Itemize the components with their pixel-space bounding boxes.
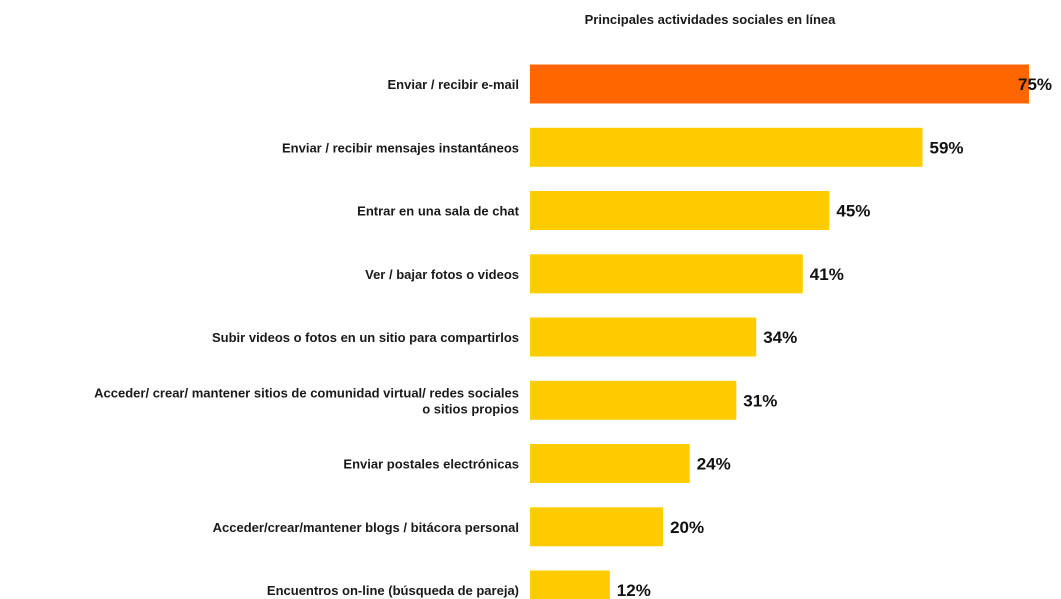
value-label-2: 59% — [930, 138, 964, 157]
chart-title: Principales actividades sociales en líne… — [585, 12, 837, 27]
bar-6 — [530, 380, 737, 420]
category-label-6-line-1: Acceder/ crear/ mantener sitios de comun… — [94, 385, 519, 400]
bar-7 — [530, 444, 690, 483]
category-label-3: Entrar en una sala de chat — [357, 204, 520, 219]
value-label-8: 20% — [670, 518, 704, 537]
category-label-8: Acceder/crear/mantener blogs / bitácora … — [213, 520, 519, 535]
bar-5 — [530, 317, 757, 357]
category-label-7: Enviar postales electrónicas — [343, 457, 519, 472]
category-label-4: Ver / bajar fotos o videos — [365, 267, 519, 282]
category-labels-group: Enviar / recibir e-mail Enviar / recibir … — [94, 77, 520, 598]
value-label-1: 75% — [1018, 75, 1052, 94]
category-label-2: Enviar / recibir mensajes instantáneos — [282, 140, 519, 155]
value-labels-group: 75% 59% 45% 41% 34% 31% 24% 20% 12% — [617, 75, 1052, 599]
category-label-6-line-2: o sitios propios — [422, 401, 519, 416]
value-label-6: 31% — [743, 391, 777, 410]
category-label-9: Encuentros on-line (búsqueda de pareja) — [267, 583, 519, 598]
value-label-7: 24% — [697, 455, 731, 474]
category-label-5: Subir videos o fotos en un sitio para co… — [212, 330, 519, 345]
value-label-9: 12% — [617, 581, 651, 599]
bar-8 — [530, 507, 664, 547]
bar-2 — [530, 127, 923, 167]
bar-1 — [530, 64, 1029, 104]
bar-9 — [530, 570, 610, 599]
value-label-4: 41% — [810, 265, 844, 284]
bar-3 — [530, 191, 830, 230]
value-label-5: 34% — [763, 328, 797, 347]
bars-group — [530, 64, 1029, 599]
value-label-3: 45% — [836, 202, 870, 221]
bar-4 — [530, 254, 803, 294]
category-label-1: Enviar / recibir e-mail — [387, 77, 519, 92]
